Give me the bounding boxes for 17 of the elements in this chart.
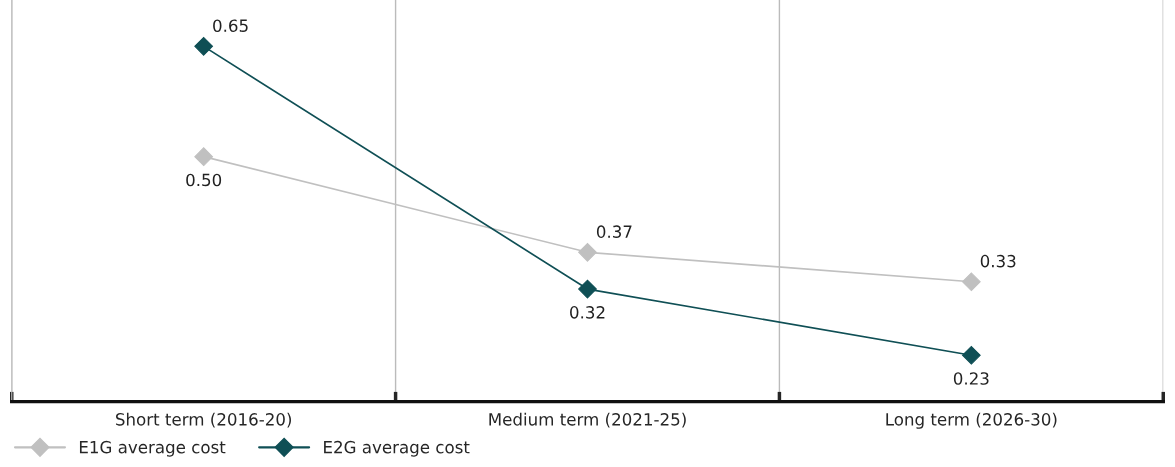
data-label: 0.37 [596, 225, 632, 238]
point [961, 272, 981, 292]
data-label: 0.50 [186, 173, 222, 187]
point [194, 147, 214, 167]
x-tick-label: Long term (2026-30) [886, 412, 1057, 429]
legend-label: E2G average cost [324, 440, 470, 457]
point [194, 36, 214, 56]
data-label: 0.32 [570, 306, 605, 319]
data-label: 0.65 [213, 19, 248, 32]
point [578, 242, 597, 262]
point [961, 345, 981, 365]
legend-label: E1G average cost [79, 440, 226, 457]
x-tick-label: Short term (2016-20) [115, 412, 292, 428]
data-label: 0.33 [980, 254, 1016, 268]
x-tick-label: Medium term (2021-25) [489, 412, 686, 428]
data-label: 0.23 [953, 372, 989, 385]
point [578, 279, 597, 299]
